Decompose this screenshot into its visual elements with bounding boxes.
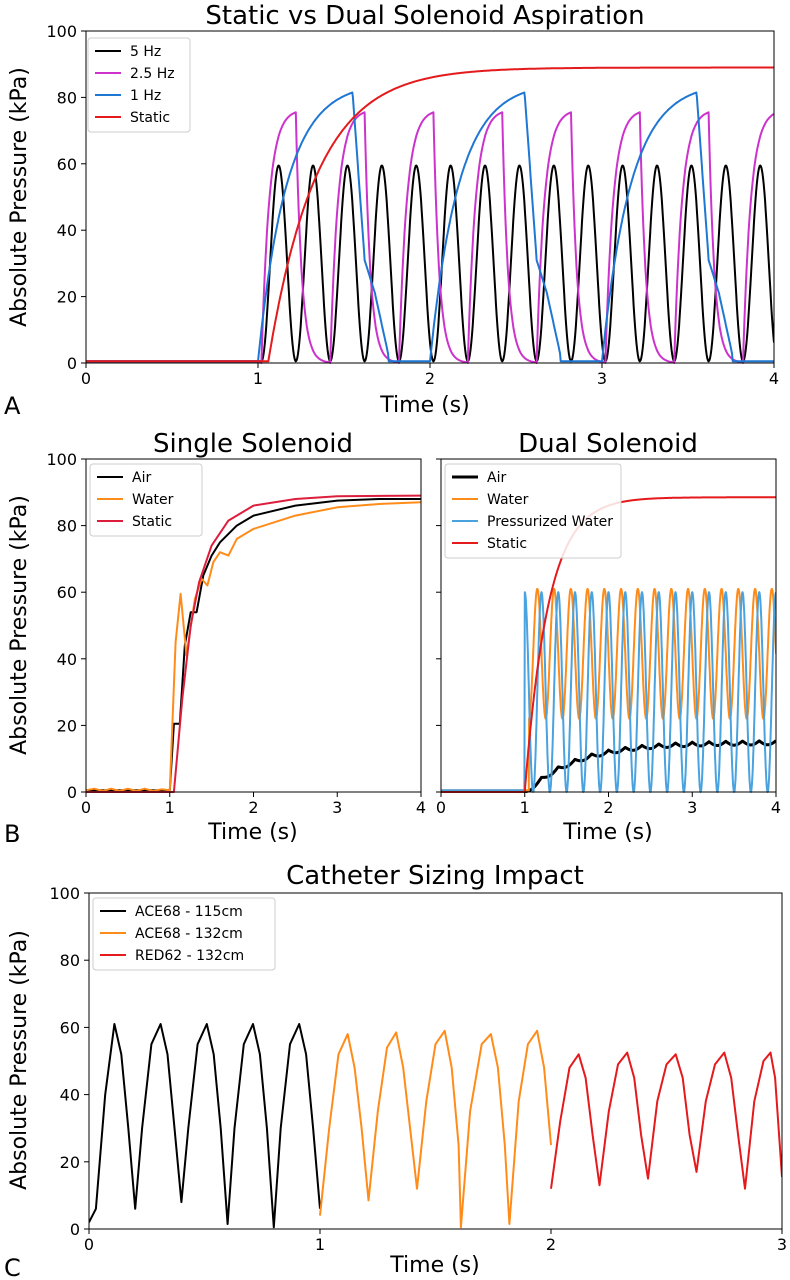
series-line-3 xyxy=(86,494,421,793)
x-tick-label: 0 xyxy=(436,798,446,817)
legend-label: Water xyxy=(487,492,529,508)
legend-box xyxy=(89,463,203,537)
series-line-1 xyxy=(86,498,421,792)
panel-letter-b: B xyxy=(4,820,20,848)
legend-label: 1 Hz xyxy=(130,88,161,104)
series-line-2 xyxy=(441,588,776,792)
x-tick-label: 2 xyxy=(248,798,258,817)
series-line-3 xyxy=(550,1051,782,1190)
series-line-1 xyxy=(441,739,776,793)
legend-label: Water xyxy=(132,492,174,508)
y-axis-label: Absolute Pressure (kPa) xyxy=(7,495,32,755)
chart-panel-b-single: Single Solenoid Time (s) Absolute Pressu… xyxy=(7,429,426,845)
series-line-1 xyxy=(86,164,774,363)
series-group xyxy=(86,494,421,793)
x-tick-label: 1 xyxy=(165,798,175,817)
y-tick-label: 60 xyxy=(57,583,77,602)
legend-label: ACE68 - 115cm xyxy=(135,904,243,920)
x-tick-label: 0 xyxy=(84,1235,94,1254)
y-tick-label: 40 xyxy=(57,221,77,240)
chart-title: Catheter Sizing Impact xyxy=(286,861,584,891)
y-tick-label: 100 xyxy=(49,884,80,903)
x-tick-label: 3 xyxy=(332,798,342,817)
y-tick-label: 20 xyxy=(57,716,77,735)
chart-panel-a: Static vs Dual Solenoid Aspiration Time … xyxy=(7,1,779,418)
series-line-2 xyxy=(319,1029,552,1229)
legend-label: Pressurized Water xyxy=(487,514,613,530)
x-tick-label: 4 xyxy=(769,369,779,388)
y-tick-label: 0 xyxy=(67,354,77,373)
y-tick-label: 60 xyxy=(60,1018,80,1037)
x-axis-label: Time (s) xyxy=(207,820,297,845)
y-tick-label: 60 xyxy=(57,155,77,174)
x-tick-label: 4 xyxy=(771,798,781,817)
y-axis-label: Absolute Pressure (kPa) xyxy=(7,67,32,327)
legend: Air Water Static xyxy=(89,463,203,537)
y-tick-label: 80 xyxy=(57,517,77,536)
y-tick-label: 20 xyxy=(57,288,77,307)
x-tick-label: 2 xyxy=(603,798,613,817)
chart-title: Static vs Dual Solenoid Aspiration xyxy=(205,1,644,31)
legend-label: Static xyxy=(487,536,527,552)
series-line-4 xyxy=(86,66,774,363)
legend-label: Air xyxy=(487,470,506,486)
y-tick-label: 40 xyxy=(57,650,77,669)
legend-label: 2.5 Hz xyxy=(130,66,175,82)
series-line-3 xyxy=(86,91,774,363)
x-tick-label: 3 xyxy=(687,798,697,817)
series-line-2 xyxy=(86,111,774,364)
x-tick-label: 1 xyxy=(253,369,263,388)
x-tick-label: 1 xyxy=(315,1235,325,1254)
y-tick-label: 100 xyxy=(46,22,77,41)
chart-title: Dual Solenoid xyxy=(518,429,698,459)
y-tick-label: 0 xyxy=(70,1220,80,1239)
x-tick-label: 2 xyxy=(425,369,435,388)
x-tick-label: 4 xyxy=(416,798,426,817)
series-line-3 xyxy=(441,591,776,793)
x-axis-label: Time (s) xyxy=(389,1253,479,1278)
x-tick-label: 0 xyxy=(81,798,91,817)
x-tick-label: 0 xyxy=(81,369,91,388)
y-axis-label: Absolute Pressure (kPa) xyxy=(7,930,32,1190)
plot-area: 0 1 2 3 4 Air Water Pressurized Water Static xyxy=(436,458,781,817)
series-line-2 xyxy=(86,501,421,792)
series-line-1 xyxy=(89,1023,321,1229)
y-tick-label: 0 xyxy=(67,783,77,802)
chart-title: Single Solenoid xyxy=(153,429,353,459)
series-group xyxy=(89,1023,782,1229)
y-tick-label: 40 xyxy=(60,1086,80,1105)
y-tick-label: 100 xyxy=(46,450,77,469)
legend-box xyxy=(87,37,191,133)
legend-label: Static xyxy=(130,110,170,126)
y-tick-label: 80 xyxy=(60,951,80,970)
chart-panel-b-dual: Dual Solenoid Time (s) 0 1 2 3 4 Air Water Pres… xyxy=(436,429,781,845)
series-group xyxy=(86,66,774,364)
axes-frame xyxy=(88,892,783,1230)
legend: 5 Hz 2.5 Hz 1 Hz Static xyxy=(87,37,191,133)
x-tick-label: 3 xyxy=(597,369,607,388)
x-axis-label: Time (s) xyxy=(562,820,652,845)
legend-label: RED62 - 132cm xyxy=(135,948,244,964)
x-tick-label: 3 xyxy=(777,1235,787,1254)
x-tick-label: 2 xyxy=(546,1235,556,1254)
legend-label: Static xyxy=(132,514,172,530)
legend-box xyxy=(92,897,276,971)
x-axis-label: Time (s) xyxy=(379,393,469,418)
chart-panel-c: Catheter Sizing Impact Time (s) Absolute… xyxy=(7,861,787,1278)
legend: ACE68 - 115cm ACE68 - 132cm RED62 - 132cm xyxy=(92,897,276,971)
y-tick-label: 20 xyxy=(60,1153,80,1172)
y-tick-label: 80 xyxy=(57,88,77,107)
panel-letter-a: A xyxy=(4,392,21,420)
legend-box xyxy=(444,463,622,559)
legend-label: 5 Hz xyxy=(130,44,161,60)
plot-area: 0 1 2 3 0 20 40 60 80 100 ACE68 - 115cm ACE68 - 132… xyxy=(49,884,787,1254)
panel-letter-c: C xyxy=(4,1254,21,1280)
legend-label: Air xyxy=(132,470,151,486)
legend-label: ACE68 - 132cm xyxy=(135,926,243,942)
legend: Air Water Pressurized Water Static xyxy=(444,463,622,559)
x-tick-label: 1 xyxy=(520,798,530,817)
